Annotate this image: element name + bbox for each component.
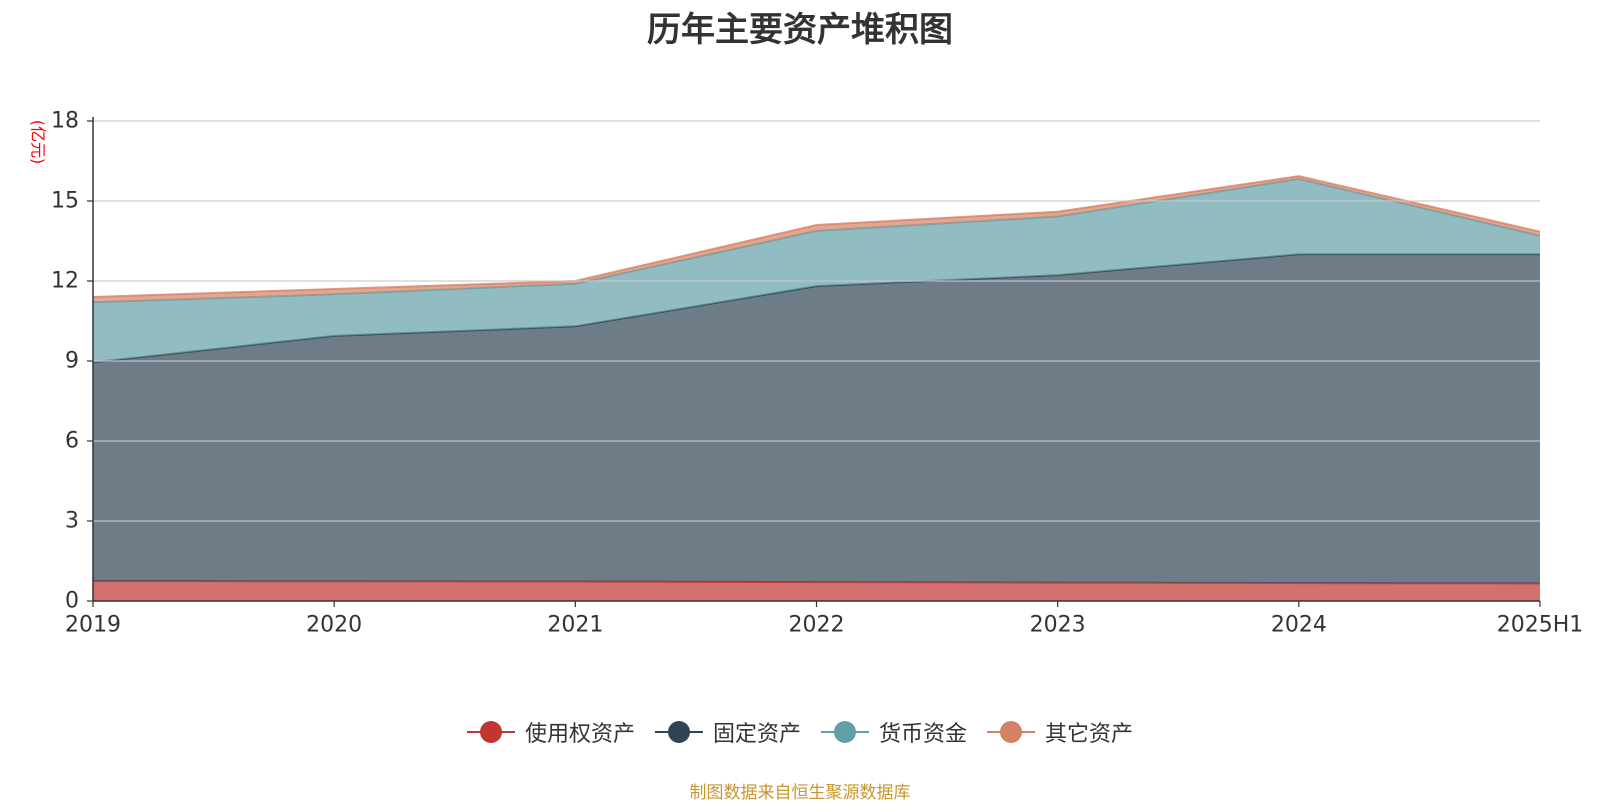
source-note: 制图数据来自恒生聚源数据库 — [689, 783, 911, 803]
legend-item[interactable]: 货币资金 — [821, 716, 967, 748]
y-tick-label: 15 — [51, 189, 79, 214]
legend-marker-icon — [987, 720, 1036, 744]
x-tick-label: 2024 — [1271, 613, 1327, 638]
legend-marker-dot — [667, 721, 690, 743]
y-tick-label: 12 — [51, 269, 79, 294]
x-tick-label: 2020 — [306, 613, 362, 638]
legend-label: 使用权资产 — [524, 722, 635, 747]
stacked-areas — [92, 175, 1541, 601]
legend-label: 其它资产 — [1045, 722, 1134, 747]
legend-label: 货币资金 — [879, 722, 968, 747]
legend-label: 固定资产 — [712, 722, 801, 747]
legend-item[interactable]: 其它资产 — [987, 716, 1133, 748]
y-tick-label: 3 — [65, 509, 79, 534]
x-tick-label: 2023 — [1030, 613, 1086, 638]
legend-marker-dot — [479, 721, 502, 743]
legend-marker-icon — [654, 720, 703, 744]
y-axis-unit-label: (亿元) — [29, 120, 48, 165]
legend-marker-dot — [1000, 721, 1023, 743]
y-tick-label: 18 — [51, 109, 79, 134]
y-tick-label: 0 — [65, 589, 79, 614]
area-series-2 — [93, 178, 1540, 363]
x-tick-label: 2019 — [65, 613, 121, 638]
area-series-1 — [93, 254, 1540, 584]
x-tick-label: 2022 — [789, 613, 845, 638]
x-tick-label: 2021 — [547, 613, 603, 638]
chart-title: 历年主要资产堆积图 — [647, 10, 953, 50]
y-tick-label: 6 — [65, 429, 79, 454]
y-tick-label: 9 — [65, 349, 79, 374]
area-line-series-3 — [92, 175, 1541, 298]
axes: 0 3 6 9 12 15 18 2019 2020 2021 2022 2023 2024 2025H1 — [51, 109, 1583, 638]
legend-item[interactable]: 固定资产 — [654, 716, 801, 748]
legend: 使用权资产 固定资产 货币资金 其它资产 — [0, 716, 1600, 748]
legend-item[interactable]: 使用权资产 — [466, 716, 635, 748]
x-tick-label: 2025H1 — [1497, 613, 1584, 638]
legend-marker-dot — [834, 721, 856, 743]
area-series-0 — [93, 581, 1540, 601]
legend-marker-icon — [821, 720, 869, 744]
legend-marker-icon — [466, 720, 515, 744]
